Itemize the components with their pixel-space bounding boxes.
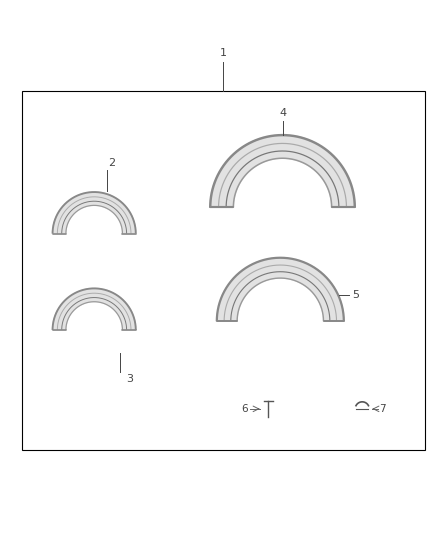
- Bar: [22, 91, 425, 450]
- Polygon shape: [210, 135, 355, 207]
- Text: 2: 2: [108, 158, 115, 168]
- Text: 4: 4: [279, 108, 286, 118]
- Text: 1: 1: [220, 49, 227, 59]
- Polygon shape: [53, 288, 136, 330]
- Polygon shape: [217, 258, 344, 321]
- Polygon shape: [53, 192, 136, 233]
- Text: 3: 3: [126, 374, 133, 384]
- Text: 7: 7: [379, 404, 385, 414]
- Text: 5: 5: [353, 290, 360, 300]
- Text: 6: 6: [241, 404, 247, 414]
